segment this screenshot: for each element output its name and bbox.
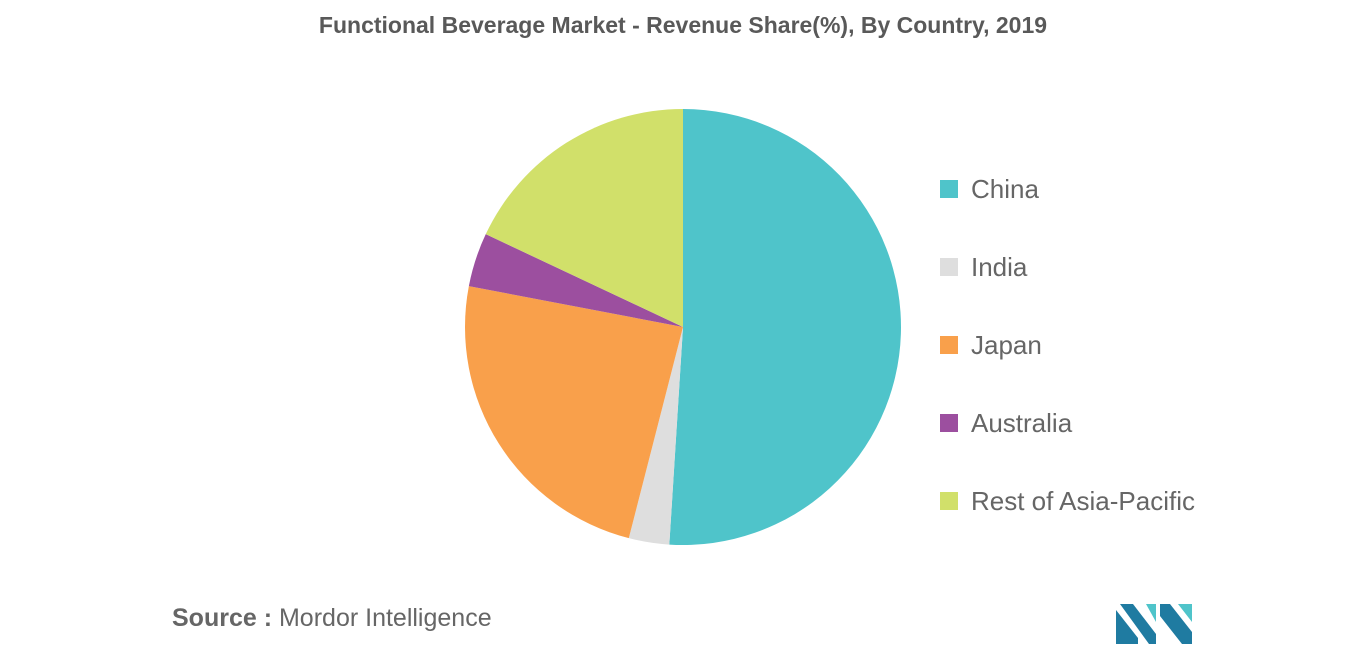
legend-label: Japan: [971, 329, 1042, 360]
legend-swatch: [940, 414, 958, 432]
legend-label: Australia: [971, 407, 1073, 438]
legend-label: Rest of Asia-Pacific: [971, 485, 1195, 516]
source-label: Source :: [172, 604, 273, 632]
chart-legend: China India Japan Australia Rest of Asia-Pac…: [940, 150, 1195, 540]
legend-swatch: [940, 258, 958, 276]
pie-slices: [464, 109, 901, 545]
legend-swatch: [940, 180, 958, 198]
legend-item: Australia: [940, 384, 1195, 462]
legend-swatch: [940, 492, 958, 510]
legend-item: China: [940, 150, 1195, 228]
chart-title: Functional Beverage Market - Revenue Sha…: [318, 12, 1048, 38]
pie-slice-india: [628, 327, 683, 545]
pie-slice-rest-of-asia-pacific: [485, 109, 683, 327]
pie-slice-japan: [464, 286, 683, 539]
legend-label: India: [971, 251, 1028, 282]
source-note: Source : Mordor Intelligence: [172, 604, 492, 633]
pie-slice-australia: [468, 234, 683, 327]
source-text: Mordor Intelligence: [278, 604, 492, 632]
mordor-intelligence-logo-icon: [1116, 604, 1192, 644]
legend-item: Rest of Asia-Pacific: [940, 462, 1195, 540]
legend-swatch: [940, 336, 958, 354]
legend-label: China: [971, 173, 1039, 204]
legend-item: India: [940, 228, 1195, 306]
legend-item: Japan: [940, 306, 1195, 384]
pie-slice-china: [669, 109, 901, 545]
